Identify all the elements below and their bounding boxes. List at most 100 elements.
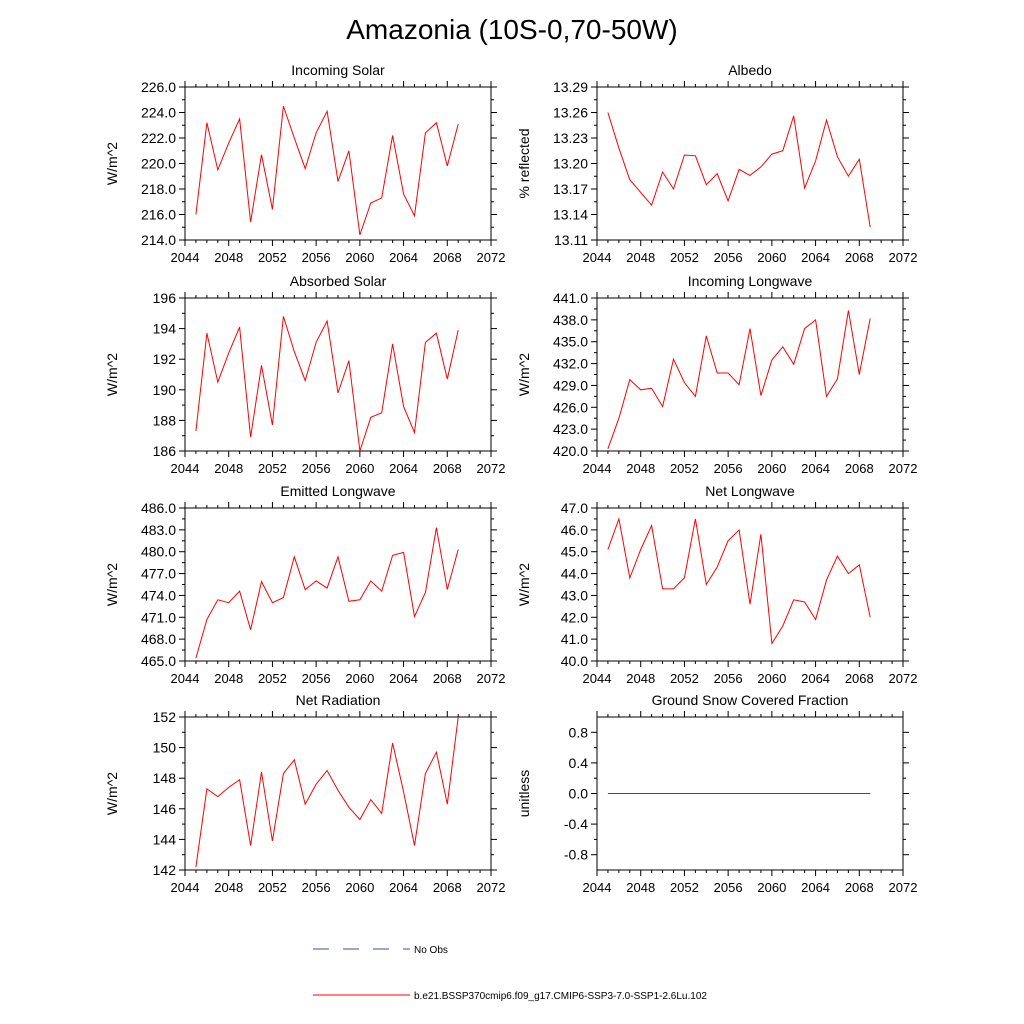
y-tick-label: 13.29 — [553, 79, 588, 95]
x-tick-label: 2064 — [389, 250, 418, 265]
chart-panels: 2044 2048 2052 2056 2060 2064 2068 2072 214.0 216… — [104, 62, 917, 895]
y-tick-label: 0.8 — [569, 724, 589, 740]
series-line — [607, 112, 871, 228]
x-tick-label: 2068 — [845, 671, 874, 686]
x-tick-label: 2072 — [477, 880, 506, 895]
y-tick-label: 471.0 — [141, 609, 176, 625]
x-tick-label: 2052 — [258, 671, 287, 686]
y-tick-label: -0.8 — [564, 847, 588, 863]
y-tick-label: 224.0 — [141, 105, 176, 121]
plot-frame — [184, 297, 492, 452]
x-tick-label: 2072 — [889, 880, 918, 895]
y-tick-label: 190 — [153, 382, 177, 398]
panel-title: Emitted Longwave — [280, 483, 395, 499]
x-tick-label: 2044 — [583, 250, 612, 265]
chart-net-radiation: 2044 2048 2052 2056 2060 2064 2068 2072 142 144 14… — [104, 692, 505, 895]
x-tick-label: 2044 — [583, 671, 612, 686]
x-tick-label: 2064 — [801, 250, 830, 265]
x-tick-label: 2048 — [626, 671, 655, 686]
y-tick-label: 192 — [153, 351, 177, 367]
y-tick-label: 13.20 — [553, 156, 588, 172]
y-tick-label: 426.0 — [553, 399, 588, 415]
x-tick-label: 2056 — [302, 671, 331, 686]
y-tick-label: 483.0 — [141, 522, 176, 538]
plot-frame — [184, 507, 492, 662]
y-tick-label: 186 — [153, 443, 177, 459]
chart-net-longwave: 2044 2048 2052 2056 2060 2064 2068 2072 40.0 41.0… — [516, 483, 917, 686]
y-tick-label: 13.14 — [553, 207, 588, 223]
chart-albedo: 2044 2048 2052 2056 2060 2064 2068 2072 13.11 13.… — [516, 62, 917, 265]
series-line — [607, 310, 871, 449]
y-tick-label: 477.0 — [141, 566, 176, 582]
x-tick-label: 2060 — [757, 461, 786, 476]
y-axis-label: W/m^2 — [104, 353, 120, 396]
x-tick-label: 2044 — [171, 461, 200, 476]
chart-incoming-solar: 2044 2048 2052 2056 2060 2064 2068 2072 214.0 216… — [104, 62, 505, 265]
y-tick-label: 146 — [153, 801, 177, 817]
chart-emitted-longwave: 2044 2048 2052 2056 2060 2064 2068 2072 465.0 468… — [104, 483, 505, 686]
y-tick-label: 13.26 — [553, 105, 588, 121]
y-tick-label: 152 — [153, 709, 177, 725]
y-tick-label: 47.0 — [561, 500, 588, 516]
x-tick-label: 2068 — [433, 880, 462, 895]
panel-title: Ground Snow Covered Fraction — [652, 692, 849, 708]
y-tick-label: 474.0 — [141, 587, 176, 603]
x-tick-label: 2056 — [302, 250, 331, 265]
y-tick-label: 13.17 — [553, 181, 588, 197]
x-tick-label: 2068 — [845, 880, 874, 895]
y-tick-label: 188 — [153, 412, 177, 428]
x-tick-label: 2072 — [889, 250, 918, 265]
x-tick-label: 2052 — [670, 250, 699, 265]
y-tick-label: 465.0 — [141, 653, 176, 669]
y-axis-label: W/m^2 — [104, 772, 120, 815]
series-line — [195, 527, 459, 659]
x-tick-label: 2048 — [626, 461, 655, 476]
x-tick-label: 2064 — [389, 461, 418, 476]
x-tick-label: 2064 — [801, 671, 830, 686]
y-tick-label: 43.0 — [561, 587, 588, 603]
y-tick-label: 46.0 — [561, 522, 588, 538]
panel-title: Incoming Longwave — [688, 273, 813, 289]
y-tick-label: 44.0 — [561, 566, 588, 582]
legend: No Obs b.e21.BSSP370cmip6.f09_g17.CMIP6-… — [313, 945, 707, 1002]
y-tick-label: 148 — [153, 770, 177, 786]
y-tick-label: 480.0 — [141, 544, 176, 560]
series-line — [195, 716, 459, 867]
panel-title: Net Longwave — [705, 483, 795, 499]
x-tick-label: 2048 — [214, 250, 243, 265]
y-tick-label: 144 — [153, 831, 177, 847]
x-tick-label: 2052 — [670, 880, 699, 895]
y-tick-label: 438.0 — [553, 312, 588, 328]
x-tick-label: 2048 — [626, 250, 655, 265]
y-tick-label: 194 — [153, 321, 177, 337]
x-tick-label: 2068 — [433, 461, 462, 476]
x-tick-label: 2052 — [670, 461, 699, 476]
plot-frame — [596, 297, 904, 452]
x-tick-label: 2056 — [302, 461, 331, 476]
y-tick-label: 216.0 — [141, 207, 176, 223]
y-tick-label: 435.0 — [553, 334, 588, 350]
x-tick-label: 2056 — [302, 880, 331, 895]
y-tick-label: 432.0 — [553, 356, 588, 372]
series-line — [195, 105, 459, 236]
y-axis-label: W/m^2 — [516, 353, 532, 396]
x-tick-label: 2060 — [345, 461, 374, 476]
y-tick-label: 0.0 — [569, 786, 589, 802]
x-tick-label: 2048 — [626, 880, 655, 895]
x-tick-label: 2060 — [757, 880, 786, 895]
x-tick-label: 2072 — [477, 461, 506, 476]
panel-title: Net Radiation — [296, 692, 381, 708]
x-tick-label: 2044 — [171, 250, 200, 265]
x-tick-label: 2068 — [433, 671, 462, 686]
x-tick-label: 2052 — [258, 880, 287, 895]
x-tick-label: 2044 — [171, 671, 200, 686]
x-tick-label: 2044 — [583, 461, 612, 476]
x-tick-label: 2048 — [214, 671, 243, 686]
x-tick-label: 2068 — [845, 461, 874, 476]
chart-ground-snow-covered-fraction: 2044 2048 2052 2056 2060 2064 2068 2072 -0.8 -0.4… — [516, 692, 917, 895]
legend-obs-label: No Obs — [414, 945, 448, 956]
y-axis-label: W/m^2 — [516, 563, 532, 606]
y-tick-label: 218.0 — [141, 181, 176, 197]
x-tick-label: 2048 — [214, 880, 243, 895]
